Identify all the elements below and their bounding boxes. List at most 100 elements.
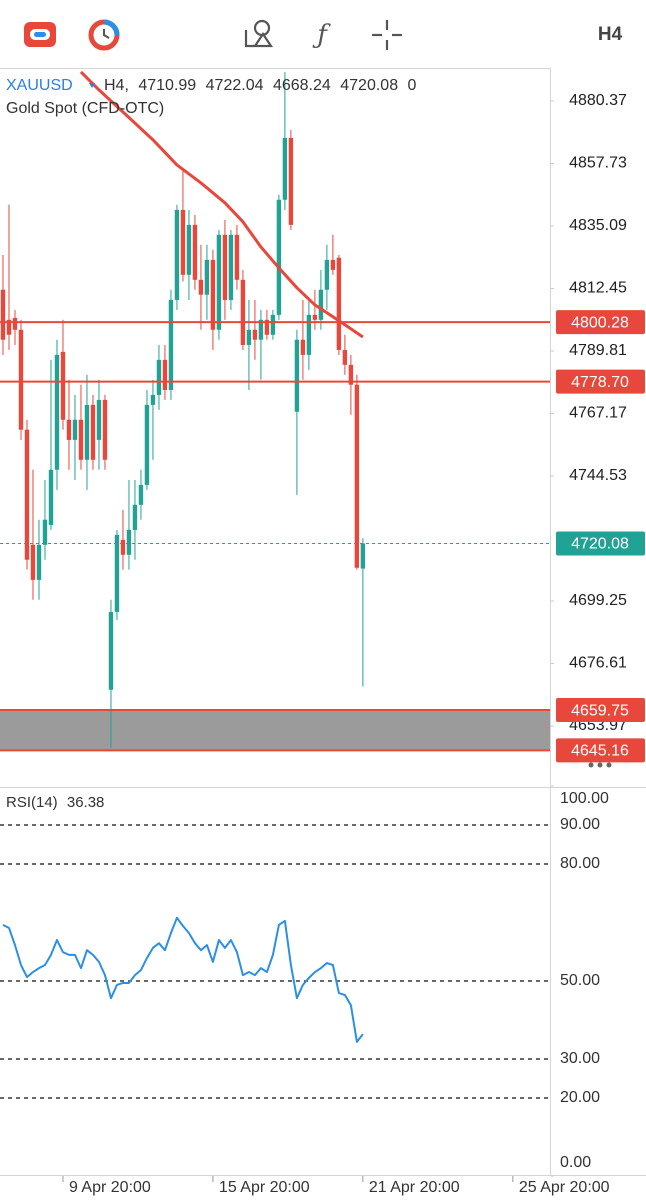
zone-label: 4659.75 bbox=[571, 702, 629, 719]
candle-body bbox=[264, 319, 270, 335]
level-tag bbox=[556, 310, 645, 335]
zone-label: 4645.16 bbox=[571, 743, 629, 760]
candle-body bbox=[156, 359, 162, 395]
current-price-label: 4720.08 bbox=[571, 536, 629, 553]
symbol-dropdown[interactable] bbox=[89, 83, 95, 88]
candle-body bbox=[240, 279, 246, 345]
candle-body bbox=[30, 544, 36, 580]
candle-body bbox=[336, 257, 342, 350]
high-value: 4722.04 bbox=[206, 77, 264, 94]
y-tick-label: 4857.73 bbox=[569, 155, 627, 172]
close-value: 4720.08 bbox=[340, 77, 398, 94]
timeframe-button[interactable]: H4 bbox=[598, 24, 623, 45]
zone-tag bbox=[556, 738, 645, 763]
candle-body bbox=[36, 544, 42, 580]
candle-body bbox=[192, 224, 198, 280]
chart-header: XAUUSD bbox=[6, 77, 73, 94]
candle-body bbox=[270, 314, 276, 335]
candle-body bbox=[162, 359, 168, 390]
y-tick-label: 4880.37 bbox=[569, 92, 627, 109]
candle-body bbox=[234, 234, 240, 280]
candle-body bbox=[6, 319, 12, 335]
candle-body bbox=[348, 364, 354, 385]
candle-body bbox=[138, 484, 144, 505]
candle-body bbox=[246, 329, 252, 345]
y-tick-label: 20.00 bbox=[560, 1089, 600, 1106]
candle-body bbox=[312, 314, 318, 320]
candle-body bbox=[186, 224, 192, 275]
candle-body bbox=[132, 504, 138, 530]
candle-body bbox=[342, 349, 348, 365]
candle-body bbox=[174, 209, 180, 300]
ohlc-legend: H4, 4710.99 4722.04 4668.24 4720.08 0 bbox=[104, 77, 417, 94]
candle-body bbox=[330, 259, 336, 270]
y-tick-label: 4812.45 bbox=[569, 280, 627, 297]
candle-body bbox=[48, 469, 54, 525]
candle-body bbox=[354, 384, 360, 568]
candle-body bbox=[228, 234, 234, 300]
candle-body bbox=[252, 329, 258, 340]
indicator-icon[interactable] bbox=[88, 19, 120, 51]
candle-body bbox=[90, 404, 96, 460]
candle-body bbox=[276, 199, 282, 315]
candle-body bbox=[96, 399, 102, 440]
candle-body bbox=[42, 519, 48, 545]
candle-body bbox=[60, 351, 66, 420]
x-tick-label: 9 Apr 20:00 bbox=[69, 1179, 151, 1196]
current-price-tag bbox=[556, 531, 645, 556]
open-value: 4710.99 bbox=[138, 77, 196, 94]
candle-body bbox=[54, 354, 60, 470]
y-tick-label: 4835.09 bbox=[569, 217, 627, 234]
candle-body bbox=[282, 137, 288, 200]
function-icon[interactable]: ƒ bbox=[312, 20, 331, 50]
volume-value: 0 bbox=[408, 77, 417, 94]
candle-body bbox=[318, 289, 324, 320]
candle-body bbox=[258, 319, 264, 340]
candle-body bbox=[324, 259, 330, 290]
rsi-value: 36.38 bbox=[67, 794, 105, 811]
candle-body bbox=[144, 404, 150, 485]
y-tick-label: 50.00 bbox=[560, 972, 600, 989]
timeframe: H4, bbox=[104, 77, 129, 94]
y-tick-label: 30.00 bbox=[560, 1050, 600, 1067]
crosshair-icon[interactable] bbox=[372, 20, 402, 50]
candle-body bbox=[126, 529, 132, 555]
candle-body bbox=[150, 394, 156, 405]
objects-icon[interactable] bbox=[244, 19, 274, 48]
rsi-pane: 100.00 90.00 80.00 50.00 30.00 20.00 0.00 9 Apr… bbox=[0, 785, 610, 1196]
y-tick-label: 4699.25 bbox=[569, 592, 627, 609]
low-value: 4668.24 bbox=[273, 77, 331, 94]
y-tick-label: 4676.61 bbox=[569, 655, 627, 672]
candle-body bbox=[84, 404, 90, 460]
candle-body bbox=[198, 279, 204, 295]
x-tick-label: 21 Apr 20:00 bbox=[369, 1179, 460, 1196]
y-tick-label: 4767.17 bbox=[569, 405, 627, 422]
level-label: 4778.70 bbox=[571, 374, 629, 391]
candle-body bbox=[24, 429, 30, 560]
level-tag bbox=[556, 369, 645, 394]
candle-body bbox=[222, 234, 228, 300]
candle-body bbox=[66, 419, 72, 440]
symbol-icon[interactable] bbox=[24, 22, 56, 47]
moving-average bbox=[79, 70, 364, 339]
rsi-line bbox=[2, 916, 364, 1043]
y-tick-label: 100.00 bbox=[560, 790, 609, 807]
y-tick-label: 4744.53 bbox=[569, 467, 627, 484]
x-tick-label: 25 Apr 20:00 bbox=[519, 1179, 610, 1196]
candle-body bbox=[204, 259, 210, 295]
rsi-legend: RSI(14) 36.38 bbox=[6, 794, 104, 811]
price-pane: 4880.37 4857.73 4835.09 4812.45 4789.81 4767.… bbox=[0, 70, 645, 763]
zone-tag bbox=[556, 698, 645, 723]
candle-body bbox=[72, 419, 78, 440]
toolbar: ƒ H4 bbox=[24, 19, 623, 51]
candle-body bbox=[120, 539, 126, 555]
y-tick-label: 0.00 bbox=[560, 1154, 591, 1171]
zone bbox=[0, 710, 550, 751]
more-dots[interactable] bbox=[588, 762, 612, 768]
candle-body bbox=[288, 137, 294, 225]
y-tick-label: 80.00 bbox=[560, 855, 600, 872]
frame bbox=[0, 68, 646, 1176]
chart-subtitle: Gold Spot (CFD-OTC) bbox=[6, 100, 164, 117]
candle-body bbox=[12, 317, 18, 330]
